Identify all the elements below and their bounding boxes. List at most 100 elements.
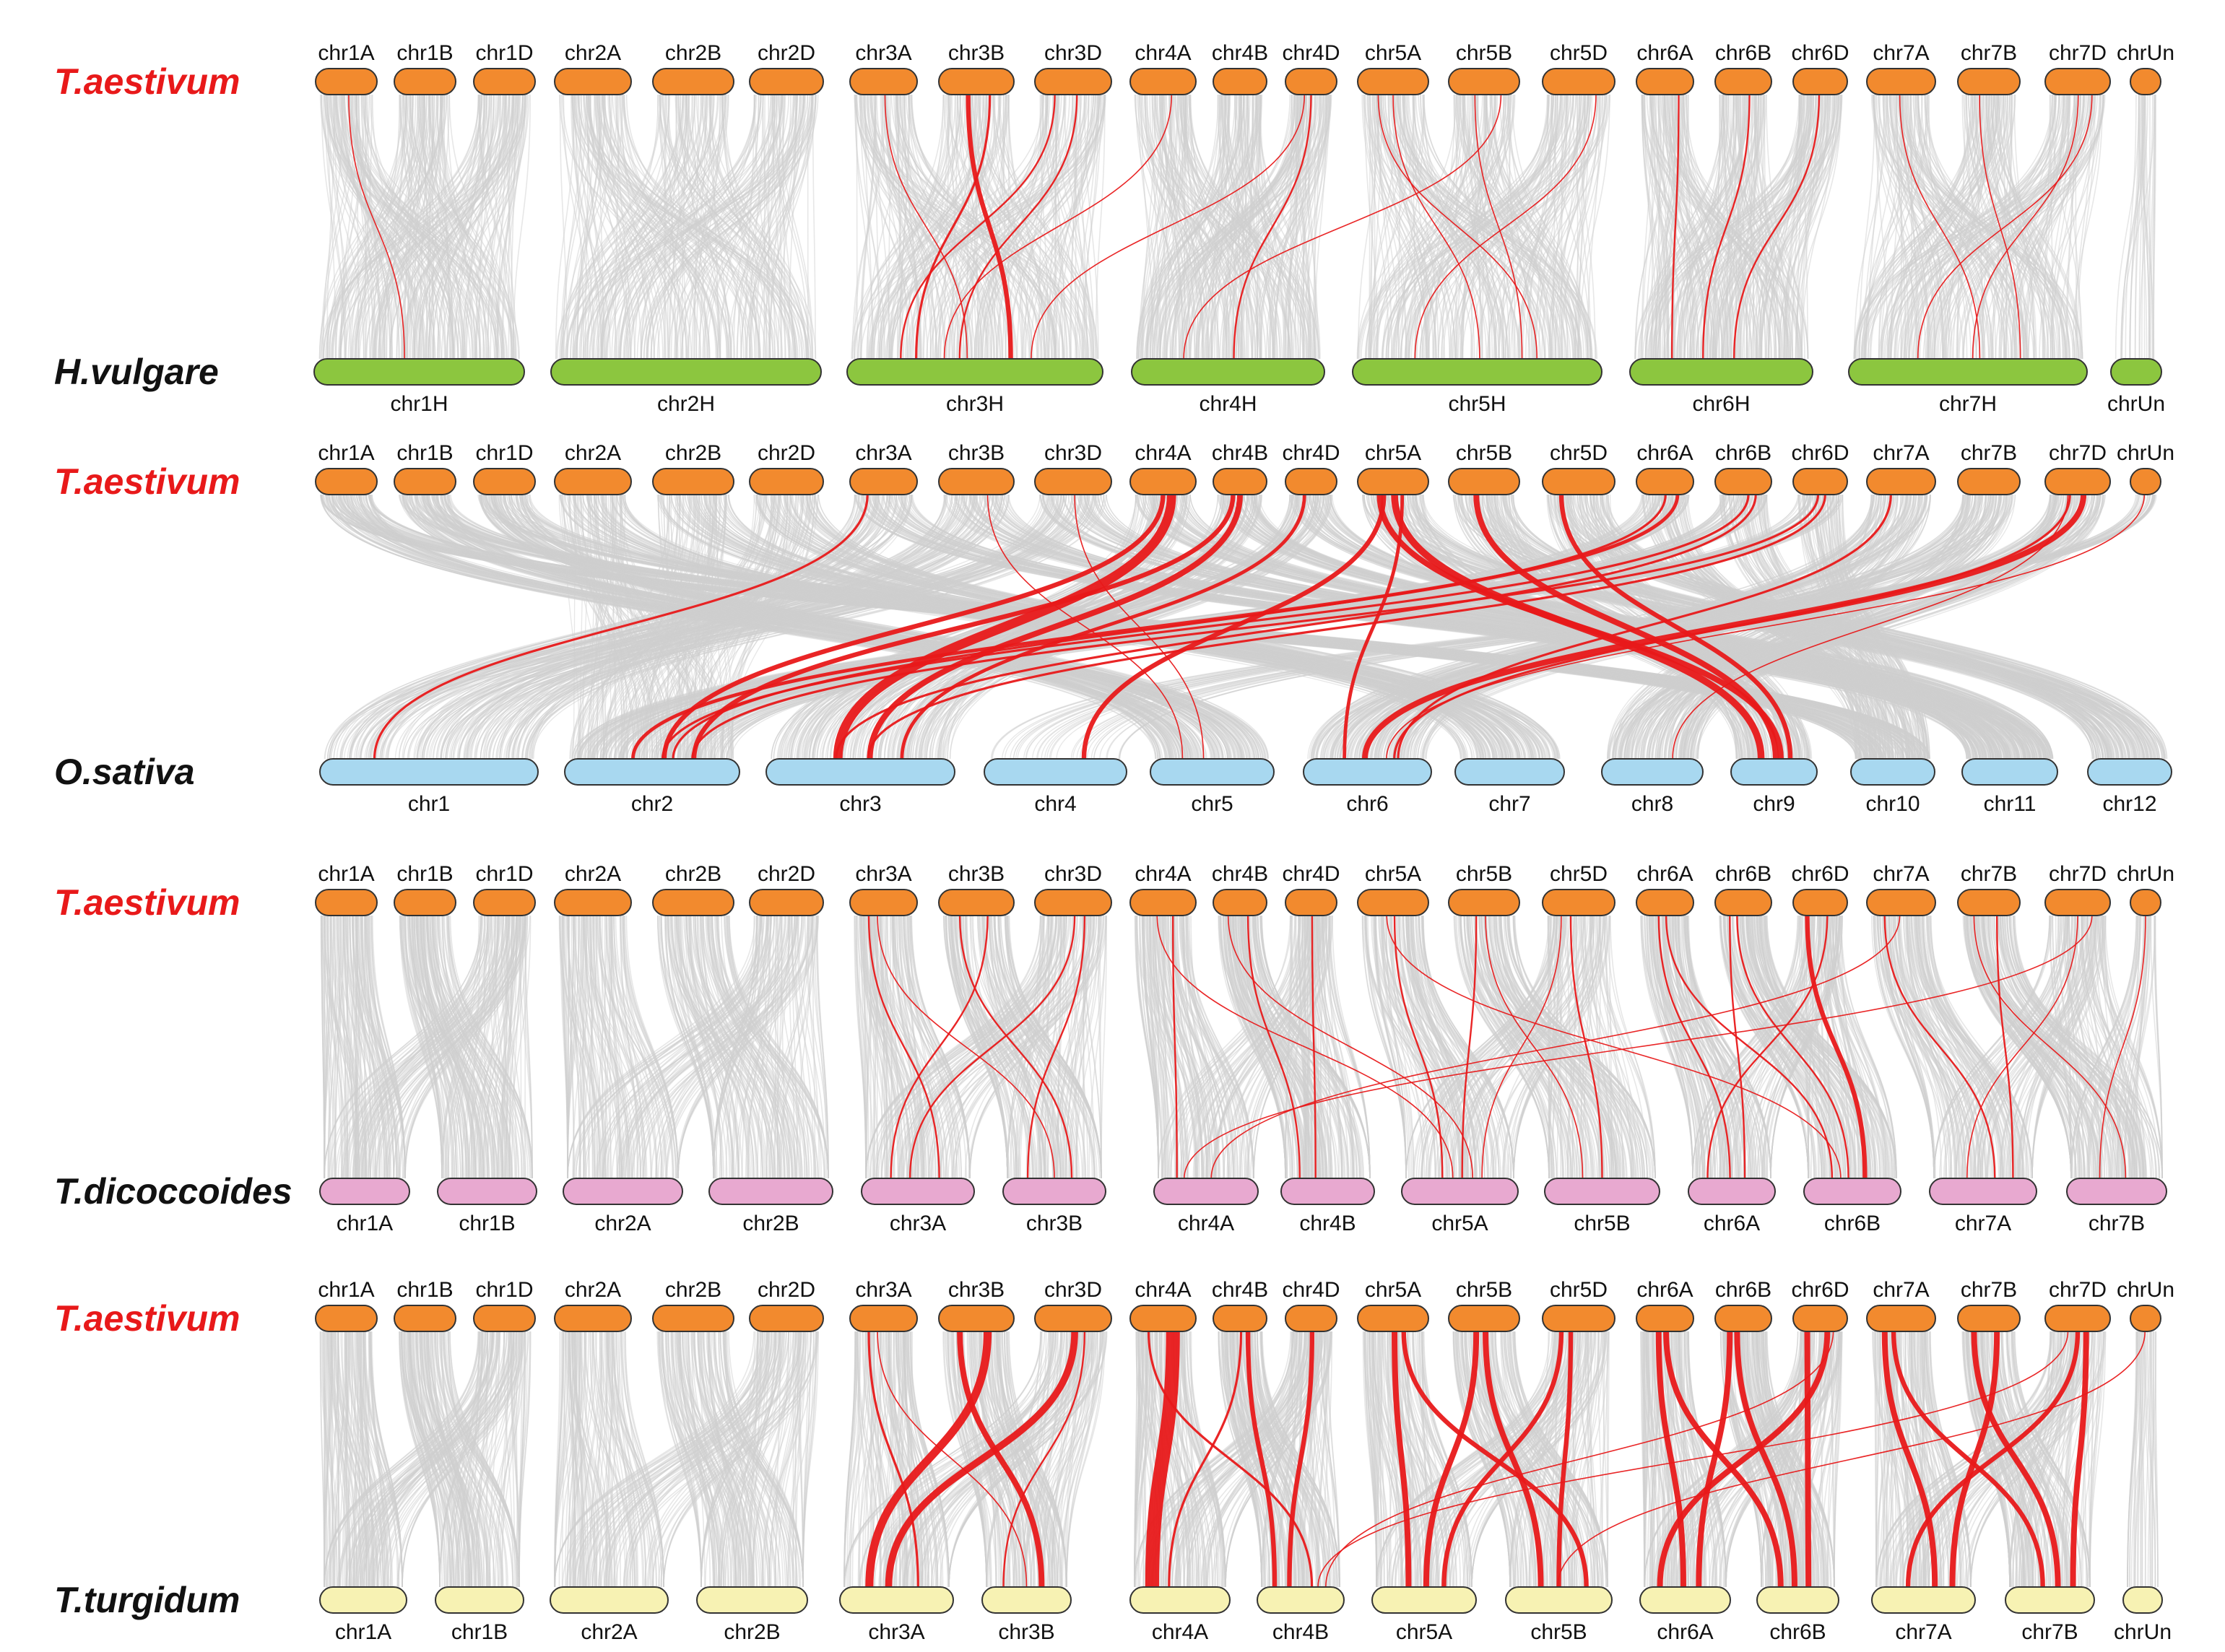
gray-link: [1246, 94, 1262, 360]
reference-chromosome-bar: [1129, 468, 1197, 495]
reference-chromosome-bar: [473, 468, 536, 495]
red-link: [1377, 94, 1538, 360]
reference-chromosome-label: chr6A: [1636, 41, 1693, 65]
target-chromosome-bar: [1848, 358, 2088, 386]
gray-link: [1375, 94, 1477, 360]
gray-link: [676, 94, 796, 360]
gray-link: [413, 94, 526, 360]
gray-link: [1179, 94, 1299, 360]
gray-link: [573, 494, 576, 760]
gray-link: [2072, 94, 2104, 360]
gray-link: [812, 94, 816, 360]
gray-link: [1366, 94, 1496, 360]
gray-link: [897, 94, 903, 360]
gray-link: [437, 94, 495, 360]
reference-chromosome-label: chr6A: [1636, 441, 1693, 465]
target-chromosome-label: chr1H: [390, 392, 448, 416]
gray-link: [1713, 94, 1823, 360]
gray-link: [1235, 94, 1331, 360]
target-chromosome-bar: [313, 358, 525, 386]
reference-chromosome-label: chr7A: [1873, 41, 1929, 65]
target-species-label: O.sativa: [54, 752, 195, 792]
reference-chromosome-bar: [1357, 468, 1429, 495]
gray-link: [576, 94, 719, 360]
gray-link: [2012, 94, 2071, 360]
target-chromosome-label: chr5: [1191, 792, 1233, 816]
reference-chromosome-label: chrUn: [2117, 441, 2174, 465]
gray-link: [1144, 94, 1207, 360]
reference-chromosome-bar: [1285, 468, 1337, 495]
gray-link: [2074, 94, 2092, 360]
target-chromosome-label: chr4: [1034, 792, 1076, 816]
reference-chromosome-label: chr2A: [565, 41, 621, 65]
reference-chromosome-label: chr1B: [396, 441, 453, 465]
gray-link: [404, 94, 500, 360]
gray-link: [1036, 94, 1094, 360]
gray-link: [754, 94, 771, 360]
gray-link: [980, 94, 1106, 360]
gray-link: [2067, 94, 2081, 360]
red-link: [1183, 94, 1502, 360]
gray-link: [945, 94, 1088, 360]
gray-link: [947, 94, 1074, 360]
gray-link: [1375, 94, 1415, 360]
reference-chromosome-bar: [1285, 68, 1337, 95]
gray-link: [1207, 94, 1231, 360]
gray-link: [1886, 94, 1926, 360]
target-chromosome-label: chr8: [1631, 792, 1673, 816]
gray-link: [1522, 94, 1558, 360]
gray-link: [890, 94, 1048, 360]
red-link: [1031, 94, 1306, 360]
gray-link: [1551, 94, 1568, 360]
gray-link: [495, 494, 1255, 760]
red-link: [1671, 94, 1680, 360]
reference-chromosome-label: chr1B: [396, 41, 453, 65]
reference-chromosome-bar: [749, 468, 824, 495]
gray-link: [1538, 94, 1568, 360]
gray-link: [1212, 94, 1302, 360]
gray-link: [413, 94, 479, 360]
gray-link: [1778, 94, 1842, 360]
target-chromosome-label: chr7: [1488, 792, 1530, 816]
gray-link: [1024, 94, 1048, 360]
gray-link: [1689, 94, 1810, 360]
gray-link: [866, 94, 945, 360]
reference-chromosome-bar: [473, 68, 536, 95]
reference-species-label: T.aestivum: [54, 461, 240, 502]
gray-link: [1646, 94, 1683, 360]
gray-link: [1572, 94, 1592, 360]
gray-link: [870, 94, 1010, 360]
gray-link: [2065, 94, 2076, 360]
gray-link: [1168, 94, 1187, 360]
gray-link: [438, 94, 487, 360]
gray-link: [453, 94, 517, 360]
reference-chromosome-label: chr2D: [758, 441, 815, 465]
background-links: [320, 915, 2163, 1179]
gray-link: [563, 94, 593, 360]
reference-chromosome-label: chr7D: [2049, 41, 2107, 65]
gray-link: [2028, 94, 2081, 360]
red-link: [1702, 94, 1751, 360]
gray-link: [326, 94, 335, 360]
reference-chromosome-label: chr7B: [1961, 41, 2017, 65]
gray-link: [623, 94, 762, 360]
gray-link: [1265, 94, 1321, 360]
gray-link: [730, 94, 797, 360]
gray-link: [1859, 94, 1875, 360]
reference-chromosome-label: chr2B: [665, 441, 721, 465]
reference-chromosome-label: chr5B: [1456, 441, 1512, 465]
reference-chromosome-bar: [1636, 468, 1694, 495]
gray-link: [1291, 94, 1324, 360]
gray-link: [578, 94, 688, 360]
target-chromosome-label: chr2H: [657, 392, 715, 416]
red-link: [1979, 94, 2021, 360]
gray-link: [555, 94, 576, 360]
reference-chromosome-bar: [1866, 468, 1936, 495]
reference-chromosome-bar: [1866, 68, 1936, 95]
gray-link: [1888, 94, 1972, 360]
gray-link: [598, 94, 784, 360]
gray-link: [1550, 94, 1591, 360]
reference-chromosome-label: chr2D: [758, 41, 815, 65]
reference-chromosome-bar: [1957, 68, 2021, 95]
red-link: [1233, 94, 1312, 360]
